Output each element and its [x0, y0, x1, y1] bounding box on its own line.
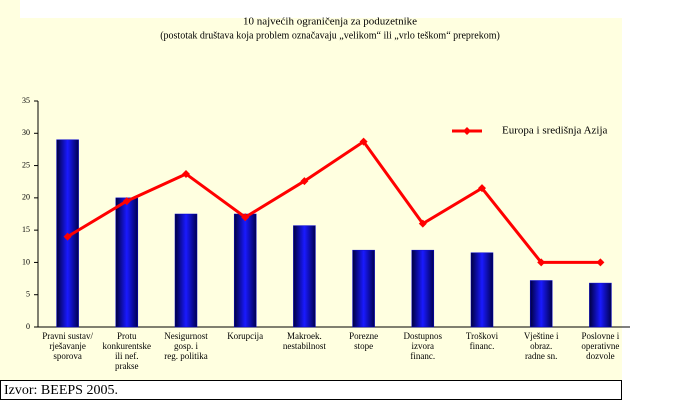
source: Izvor: BEEPS 2005.	[4, 383, 118, 398]
x-tick-label: operativne	[581, 341, 619, 351]
bar	[115, 197, 139, 328]
bar	[352, 249, 375, 328]
y-tick-label: 25	[22, 160, 30, 169]
x-tick-label: radne sn.	[525, 351, 558, 361]
y-tick-label: 15	[22, 225, 30, 234]
x-tick-label: Nesigurnost	[164, 331, 208, 341]
x-tick-label: konkurentske	[103, 341, 152, 351]
x-tick-label: Protu	[117, 331, 137, 341]
line-series	[66, 139, 601, 264]
x-tick-label: dozvole	[586, 351, 615, 361]
line-marker	[359, 137, 368, 146]
x-tick-label: obraz.	[530, 341, 552, 351]
bar	[293, 225, 316, 328]
x-tick-label: izvora	[412, 341, 435, 351]
line-marker	[537, 258, 546, 267]
legend-label: Europa i središnja Azija	[502, 125, 608, 137]
y-tick-label: 0	[26, 322, 30, 331]
chart-title: 10 najvećih ograničenja za poduzetnike	[243, 16, 417, 28]
x-tick-label: Dostupnos	[404, 331, 443, 341]
x-tick-label: ili nef.	[115, 351, 139, 361]
line-marker	[300, 177, 309, 186]
y-tick-label: 35	[22, 96, 30, 105]
bar	[529, 280, 553, 328]
top-band	[20, 0, 622, 18]
line-marker	[478, 184, 486, 193]
line-marker	[182, 169, 190, 178]
y-tick-label: 5	[26, 290, 30, 299]
y-tick-label: 20	[22, 193, 30, 202]
line-marker	[241, 213, 250, 222]
chart-subtitle: (postotak društava koja problem označava…	[160, 30, 500, 41]
x-tick-label: Korupcija	[227, 331, 263, 341]
y-tick-label: 10	[22, 257, 30, 266]
x-tick-label: Pravni sustav/	[42, 331, 93, 341]
x-tick-label: reg. politika	[164, 351, 208, 361]
legend-marker	[463, 127, 471, 135]
x-tick-label: stope	[354, 341, 373, 351]
x-tick-label: Vještine i	[524, 331, 559, 341]
x-tick-label: nestabilnost	[283, 341, 326, 351]
line-marker	[122, 197, 131, 206]
x-tick-label: Porezne	[349, 331, 378, 341]
x-tick-label: gosp. i	[174, 341, 199, 351]
line-marker	[63, 232, 72, 241]
bar	[589, 282, 612, 328]
x-tick-label: Poslovne i	[582, 331, 620, 341]
y-tick-label: 30	[22, 128, 30, 137]
line-marker	[418, 219, 427, 228]
x-tick-label: Troškovi	[466, 331, 499, 341]
bar	[174, 213, 198, 328]
bar	[233, 213, 257, 328]
line-marker	[596, 258, 605, 267]
x-tick-label: prakse	[115, 361, 139, 371]
x-tick-label: Makroek.	[287, 331, 322, 341]
x-tick-label: sporova	[53, 351, 82, 361]
bar	[411, 249, 435, 328]
x-tick-label: financ.	[410, 351, 435, 361]
x-tick-label: rješavanje	[49, 341, 85, 351]
x-tick-label: financ.	[470, 341, 495, 351]
bar	[470, 252, 494, 328]
